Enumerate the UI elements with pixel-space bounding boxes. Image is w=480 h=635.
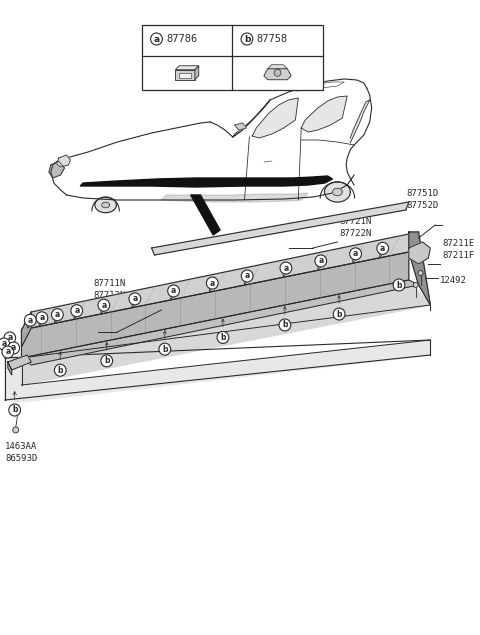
Polygon shape — [324, 182, 350, 202]
Circle shape — [98, 299, 110, 311]
Circle shape — [217, 331, 229, 344]
Polygon shape — [22, 312, 31, 347]
Polygon shape — [8, 362, 12, 375]
Text: a: a — [7, 333, 12, 342]
Text: a: a — [11, 344, 16, 352]
Polygon shape — [268, 65, 288, 69]
Circle shape — [274, 69, 281, 76]
Circle shape — [8, 342, 20, 354]
Polygon shape — [8, 355, 31, 370]
Circle shape — [129, 293, 141, 305]
Text: 87711N
87712N: 87711N 87712N — [93, 279, 125, 300]
Text: b: b — [58, 366, 63, 375]
Circle shape — [0, 338, 10, 350]
Text: 12492: 12492 — [440, 276, 467, 285]
Text: a: a — [74, 306, 79, 315]
Circle shape — [241, 33, 253, 45]
Polygon shape — [409, 232, 431, 305]
Text: a: a — [154, 34, 159, 44]
Circle shape — [4, 332, 16, 344]
Polygon shape — [301, 96, 347, 132]
Text: b: b — [220, 333, 226, 342]
Text: a: a — [132, 295, 137, 304]
Polygon shape — [409, 242, 431, 264]
Polygon shape — [191, 195, 220, 235]
Circle shape — [377, 243, 389, 255]
Circle shape — [315, 255, 326, 267]
Text: a: a — [5, 347, 11, 356]
Polygon shape — [22, 280, 419, 365]
Text: a: a — [210, 279, 215, 288]
Polygon shape — [22, 252, 409, 358]
Circle shape — [71, 305, 83, 317]
Circle shape — [168, 285, 180, 297]
Text: b: b — [282, 321, 288, 330]
Circle shape — [280, 262, 292, 274]
Text: a: a — [39, 313, 45, 323]
Polygon shape — [252, 98, 298, 138]
Circle shape — [151, 33, 162, 45]
Text: a: a — [244, 272, 250, 281]
Circle shape — [2, 346, 14, 358]
Text: 87751D
87752D: 87751D 87752D — [406, 189, 438, 210]
Polygon shape — [102, 202, 109, 208]
Text: 87721N
87722N: 87721N 87722N — [339, 217, 372, 238]
Text: a: a — [380, 244, 385, 253]
Text: b: b — [12, 406, 17, 415]
Text: a: a — [28, 316, 33, 324]
Circle shape — [350, 248, 361, 260]
Circle shape — [12, 427, 19, 433]
Circle shape — [393, 279, 405, 291]
Polygon shape — [80, 176, 333, 187]
Polygon shape — [22, 232, 419, 330]
Text: b: b — [336, 309, 342, 319]
Circle shape — [54, 364, 66, 376]
Polygon shape — [49, 161, 64, 178]
Circle shape — [418, 271, 423, 276]
Polygon shape — [179, 73, 191, 77]
Circle shape — [206, 277, 218, 289]
Circle shape — [51, 309, 63, 321]
Text: 1463AA
86593D: 1463AA 86593D — [5, 442, 37, 463]
Text: 87211E
87211F: 87211E 87211F — [442, 239, 474, 260]
Circle shape — [101, 355, 113, 367]
Text: b: b — [162, 345, 168, 354]
Text: b: b — [396, 281, 402, 290]
Polygon shape — [350, 100, 370, 143]
Circle shape — [159, 343, 171, 355]
Text: a: a — [1, 340, 7, 349]
Polygon shape — [195, 66, 199, 80]
Polygon shape — [233, 100, 270, 137]
Polygon shape — [175, 66, 199, 70]
Text: a: a — [55, 310, 60, 319]
Text: b: b — [244, 34, 250, 44]
Circle shape — [24, 314, 36, 326]
Text: a: a — [318, 257, 324, 265]
Text: a: a — [283, 264, 288, 272]
Text: a: a — [353, 250, 358, 258]
Polygon shape — [95, 197, 116, 213]
Polygon shape — [333, 188, 342, 196]
Polygon shape — [235, 123, 246, 130]
Circle shape — [279, 319, 291, 331]
Circle shape — [413, 283, 418, 288]
Circle shape — [333, 308, 345, 320]
FancyBboxPatch shape — [142, 25, 323, 90]
Circle shape — [36, 312, 48, 324]
Text: a: a — [101, 301, 107, 310]
Polygon shape — [57, 155, 71, 167]
Polygon shape — [175, 70, 195, 80]
Polygon shape — [161, 193, 308, 202]
Polygon shape — [22, 280, 431, 385]
Polygon shape — [5, 340, 431, 402]
Polygon shape — [152, 202, 409, 255]
Circle shape — [241, 270, 253, 282]
Text: 87758: 87758 — [257, 34, 288, 44]
Polygon shape — [264, 69, 291, 80]
Text: a: a — [171, 286, 176, 295]
Text: b: b — [104, 356, 109, 365]
Circle shape — [9, 404, 21, 416]
Text: 87786: 87786 — [166, 34, 197, 44]
